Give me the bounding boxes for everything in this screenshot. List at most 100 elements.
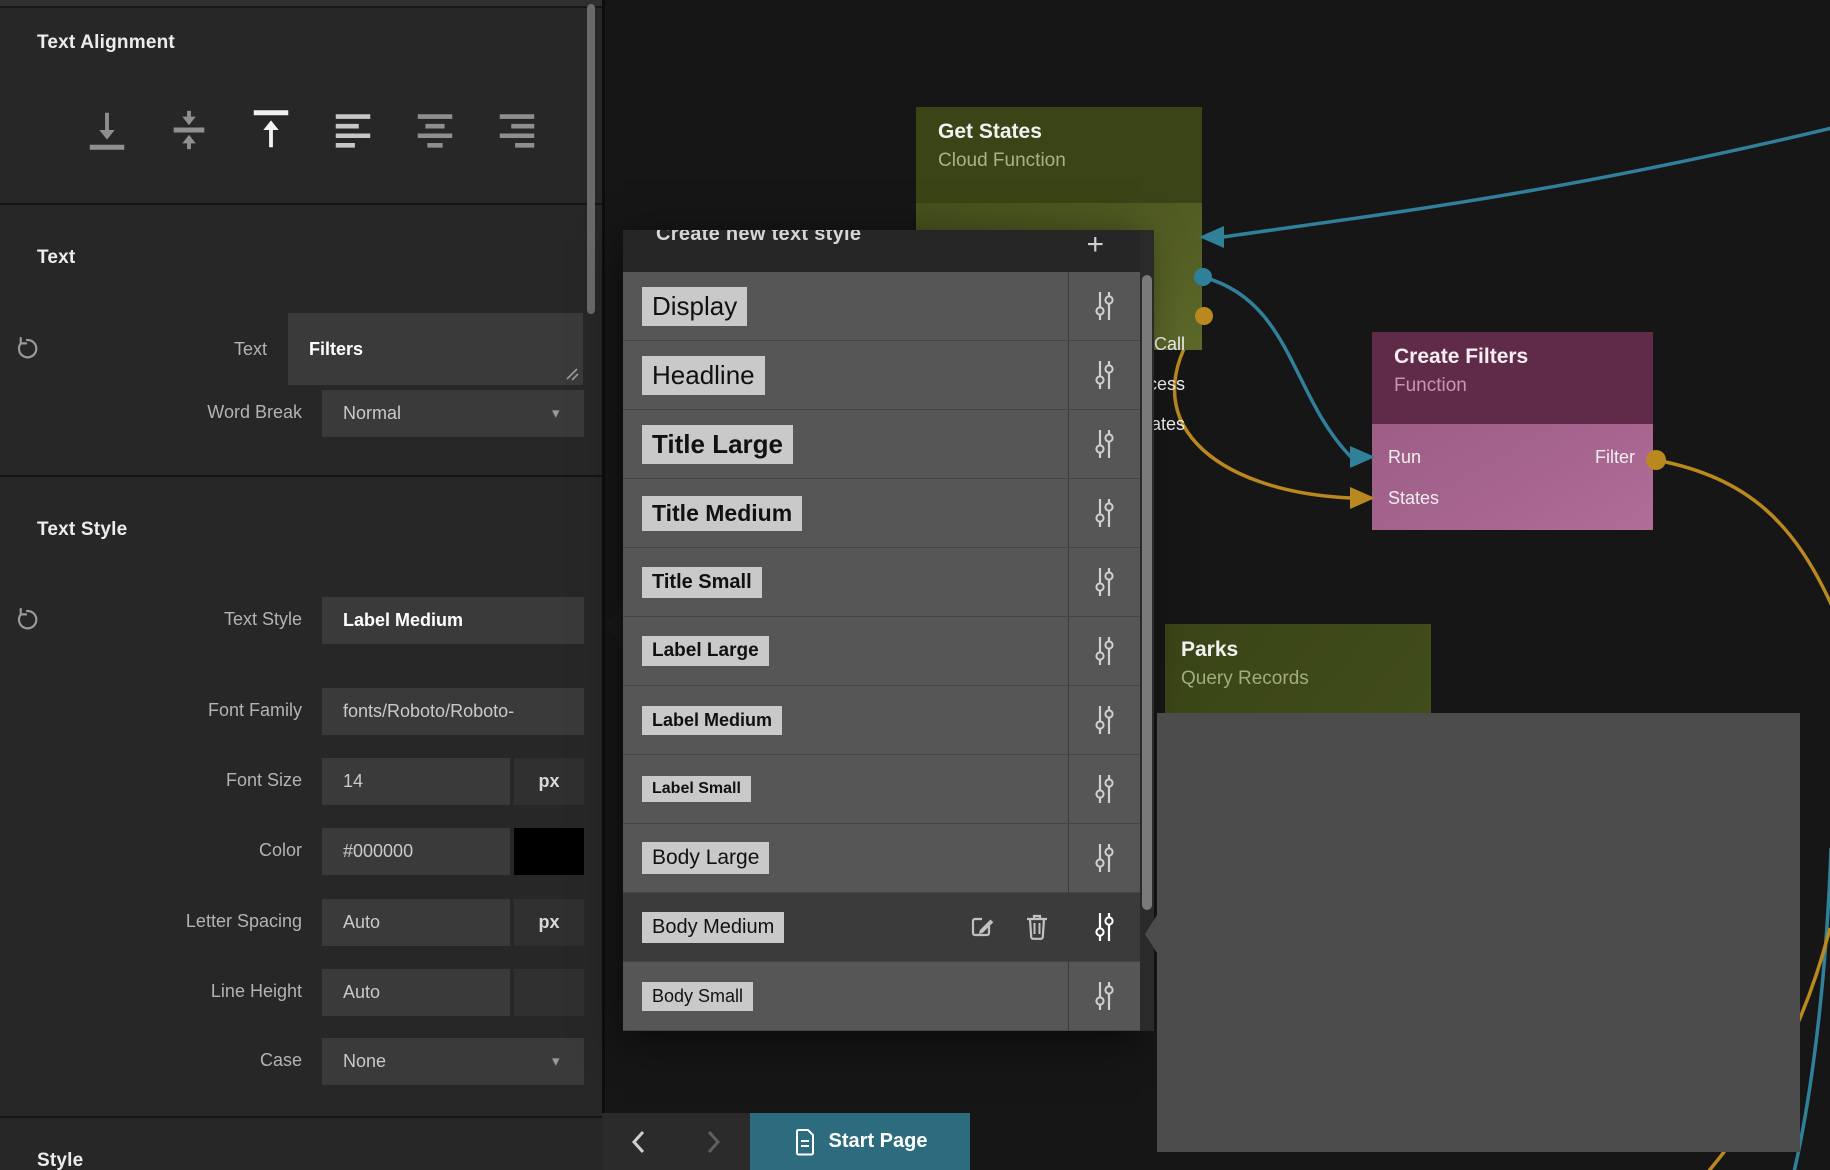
arrowhead-call[interactable] — [1199, 226, 1224, 248]
reset-text-button[interactable] — [14, 336, 40, 362]
tab-start-page[interactable]: Start Page — [750, 1113, 970, 1170]
text-value-input[interactable]: Filters — [288, 313, 583, 385]
word-break-select[interactable]: Normal — [322, 390, 584, 437]
letter-spacing-label: Letter Spacing — [185, 911, 302, 931]
style-settings-button[interactable] — [1068, 410, 1140, 478]
text-style-option-title-large[interactable]: Title Large — [623, 410, 1140, 479]
style-settings-button[interactable] — [1068, 272, 1140, 340]
port-filter[interactable]: Filter — [1595, 447, 1635, 467]
style-settings-icon[interactable] — [1092, 635, 1117, 667]
style-settings-button[interactable] — [1068, 893, 1140, 961]
letter-spacing-input[interactable]: Auto — [322, 899, 510, 946]
style-preview: Body Small — [623, 981, 1068, 1011]
font-size-label: Font Size — [225, 770, 302, 790]
node-title: Create Filters — [1394, 345, 1529, 368]
text-field-label: Text — [233, 339, 267, 359]
style-settings-icon[interactable] — [1092, 842, 1117, 874]
style-settings-icon[interactable] — [1092, 911, 1117, 943]
section-heading-style: Style — [37, 1150, 84, 1170]
text-style-option-title-medium[interactable]: Title Medium — [623, 479, 1140, 548]
port-dot-states-out[interactable] — [1195, 307, 1213, 325]
style-settings-icon[interactable] — [1092, 290, 1117, 322]
style-settings-icon[interactable] — [1092, 428, 1117, 460]
reset-text-style-button[interactable] — [14, 607, 40, 633]
style-settings-icon[interactable] — [1092, 566, 1117, 598]
line-height-input[interactable]: Auto — [322, 969, 510, 1016]
port-dot-filter[interactable] — [1646, 450, 1666, 470]
plus-icon[interactable]: + — [1086, 230, 1104, 261]
style-settings-icon[interactable] — [1092, 359, 1117, 391]
port-dot-success[interactable] — [1194, 268, 1212, 286]
text-style-option-headline[interactable]: Headline — [623, 341, 1140, 410]
chevron-down-icon: ▾ — [552, 1053, 560, 1070]
case-select[interactable]: None — [322, 1038, 584, 1085]
style-settings-button[interactable] — [1068, 617, 1140, 685]
text-style-option-body-medium[interactable]: Body Medium — [623, 893, 1140, 962]
node-body — [1372, 424, 1653, 530]
text-style-option-title-small[interactable]: Title Small — [623, 548, 1140, 617]
style-name-chip: Headline — [642, 355, 765, 395]
align-right-icon[interactable] — [494, 104, 540, 156]
node-title: Parks — [1181, 638, 1239, 661]
section-heading-text-style: Text Style — [37, 519, 128, 540]
font-size-input[interactable]: 14 — [322, 758, 510, 805]
popup-scrollbar-track[interactable] — [1140, 230, 1154, 1031]
color-input[interactable]: #000000 — [322, 828, 510, 875]
style-settings-button[interactable] — [1068, 755, 1140, 823]
row-action-icons — [968, 912, 1050, 942]
text-style-select[interactable]: Label Medium — [322, 597, 584, 644]
panel-left-caret — [1145, 915, 1157, 953]
text-style-option-label-medium[interactable]: Label Medium — [623, 686, 1140, 755]
forward-button[interactable] — [702, 1127, 724, 1157]
text-style-option-label-large[interactable]: Label Large — [623, 617, 1140, 686]
font-family-input[interactable]: fonts/Roboto/Roboto- — [322, 688, 584, 735]
port-call[interactable]: Call — [1153, 334, 1185, 354]
style-settings-button[interactable] — [1068, 479, 1140, 547]
arrowhead-run[interactable] — [1350, 446, 1375, 468]
letter-spacing-unit[interactable]: px — [514, 899, 584, 946]
style-settings-icon[interactable] — [1092, 980, 1117, 1012]
style-settings-icon[interactable] — [1092, 704, 1117, 736]
style-preview: Label Medium — [623, 705, 1068, 735]
textarea-resize-handle[interactable] — [563, 365, 581, 383]
section-divider — [0, 475, 602, 477]
style-settings-button[interactable] — [1068, 548, 1140, 616]
create-new-text-style-button[interactable]: Create new text style — [656, 230, 862, 245]
node-create-filters[interactable]: Create Filters Function Run States Filte… — [1372, 332, 1653, 530]
port-run[interactable]: Run — [1388, 447, 1422, 467]
node-subtitle: Function — [1394, 375, 1467, 396]
popup-left-caret — [605, 605, 623, 645]
text-style-option-label-small[interactable]: Label Small — [623, 755, 1140, 824]
port-states-in[interactable]: States — [1388, 488, 1440, 508]
font-size-unit[interactable]: px — [514, 758, 584, 805]
curve-success-to-run — [1202, 275, 1353, 459]
edit-icon[interactable] — [968, 912, 998, 942]
style-settings-button[interactable] — [1068, 962, 1140, 1030]
align-left-icon[interactable] — [330, 104, 376, 156]
back-button[interactable] — [628, 1127, 650, 1157]
text-style-option-display[interactable]: Display — [623, 272, 1140, 341]
style-settings-button[interactable] — [1068, 341, 1140, 409]
style-name-chip: Title Medium — [642, 495, 803, 531]
align-top-icon[interactable] — [248, 104, 294, 156]
align-bottom-icon[interactable] — [84, 104, 130, 156]
text-style-option-body-large[interactable]: Body Large — [623, 824, 1140, 893]
node-parks[interactable]: Parks Query Records — [1165, 624, 1431, 716]
trash-icon[interactable] — [1024, 912, 1050, 942]
style-name-chip: Title Large — [642, 424, 794, 464]
section-divider — [0, 1116, 602, 1118]
line-height-unit-empty[interactable] — [514, 969, 584, 1016]
style-settings-icon[interactable] — [1092, 773, 1117, 805]
style-settings-button[interactable] — [1068, 824, 1140, 892]
style-settings-icon[interactable] — [1092, 497, 1117, 529]
arrowhead-states-in[interactable] — [1350, 487, 1375, 509]
align-vertical-center-icon[interactable] — [166, 104, 212, 156]
left-panel-scrollbar[interactable] — [587, 4, 595, 314]
style-preview: Title Large — [623, 424, 1068, 464]
style-settings-button[interactable] — [1068, 686, 1140, 754]
color-swatch[interactable] — [514, 828, 584, 875]
text-style-option-body-small[interactable]: Body Small — [623, 962, 1140, 1031]
popup-scrollbar-thumb[interactable] — [1142, 275, 1152, 910]
align-center-icon[interactable] — [412, 104, 458, 156]
